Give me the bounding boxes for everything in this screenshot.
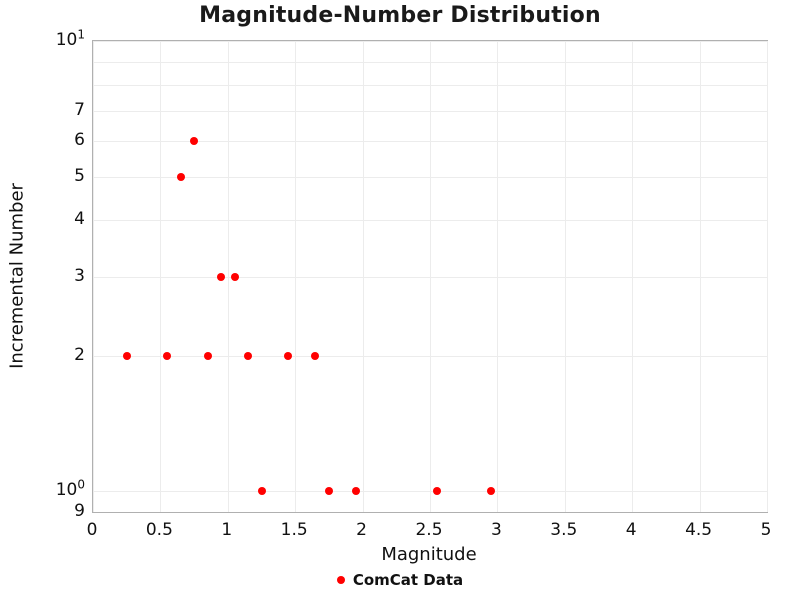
horizontal-gridline (93, 491, 767, 493)
data-point (257, 487, 266, 496)
data-point (122, 351, 131, 360)
x-tick-label: 1.5 (280, 520, 308, 540)
x-tick-label: 3.5 (550, 520, 578, 540)
horizontal-gridline (93, 84, 767, 86)
data-point (163, 351, 172, 360)
data-point (217, 272, 226, 281)
horizontal-gridline (93, 140, 767, 142)
legend-marker-circle-icon (336, 576, 345, 584)
y-tick-label: 9 (74, 501, 85, 521)
y-tick-label: 2 (74, 344, 85, 365)
y-tick-label: 5 (74, 165, 85, 186)
horizontal-gridline (93, 220, 767, 222)
x-tick-label: 4 (625, 520, 637, 540)
chart-title: Magnitude-Number Distribution (199, 3, 601, 28)
data-point (190, 136, 199, 145)
data-point (203, 351, 212, 360)
x-tick-label: 0.5 (145, 520, 173, 540)
horizontal-gridline (93, 110, 767, 112)
y-tick-label: 100 (55, 477, 85, 501)
data-point (230, 272, 239, 281)
x-tick-label: 1 (221, 520, 233, 540)
x-axis-label: Magnitude (381, 544, 477, 565)
x-tick-label: 2 (356, 520, 368, 540)
x-tick-label: 0 (86, 520, 98, 540)
horizontal-gridline (93, 61, 767, 63)
legend: ComCat Data (0, 571, 800, 589)
horizontal-gridline (93, 41, 767, 42)
vertical-gridline (767, 41, 768, 512)
x-tick-label: 2.5 (415, 520, 443, 540)
y-tick-label: 3 (74, 265, 85, 286)
horizontal-gridline (93, 355, 767, 357)
data-point (284, 351, 293, 360)
data-point (351, 487, 360, 496)
data-point (486, 487, 495, 496)
y-tick-label: 101 (55, 27, 85, 50)
x-tick-label: 5 (760, 520, 772, 540)
y-tick-label: 6 (74, 129, 85, 150)
data-point (244, 351, 253, 360)
x-tick-label: 3 (490, 520, 502, 540)
data-point (176, 172, 185, 181)
legend-label: ComCat Data (352, 571, 464, 589)
plot-area (92, 40, 768, 513)
data-point (311, 351, 320, 360)
y-tick-label: 4 (74, 209, 85, 230)
data-point (432, 487, 441, 496)
y-tick-label: 7 (74, 99, 85, 120)
horizontal-gridline (93, 176, 767, 178)
x-tick-label: 4.5 (685, 520, 713, 540)
data-point (324, 487, 333, 496)
horizontal-gridline (93, 276, 767, 278)
